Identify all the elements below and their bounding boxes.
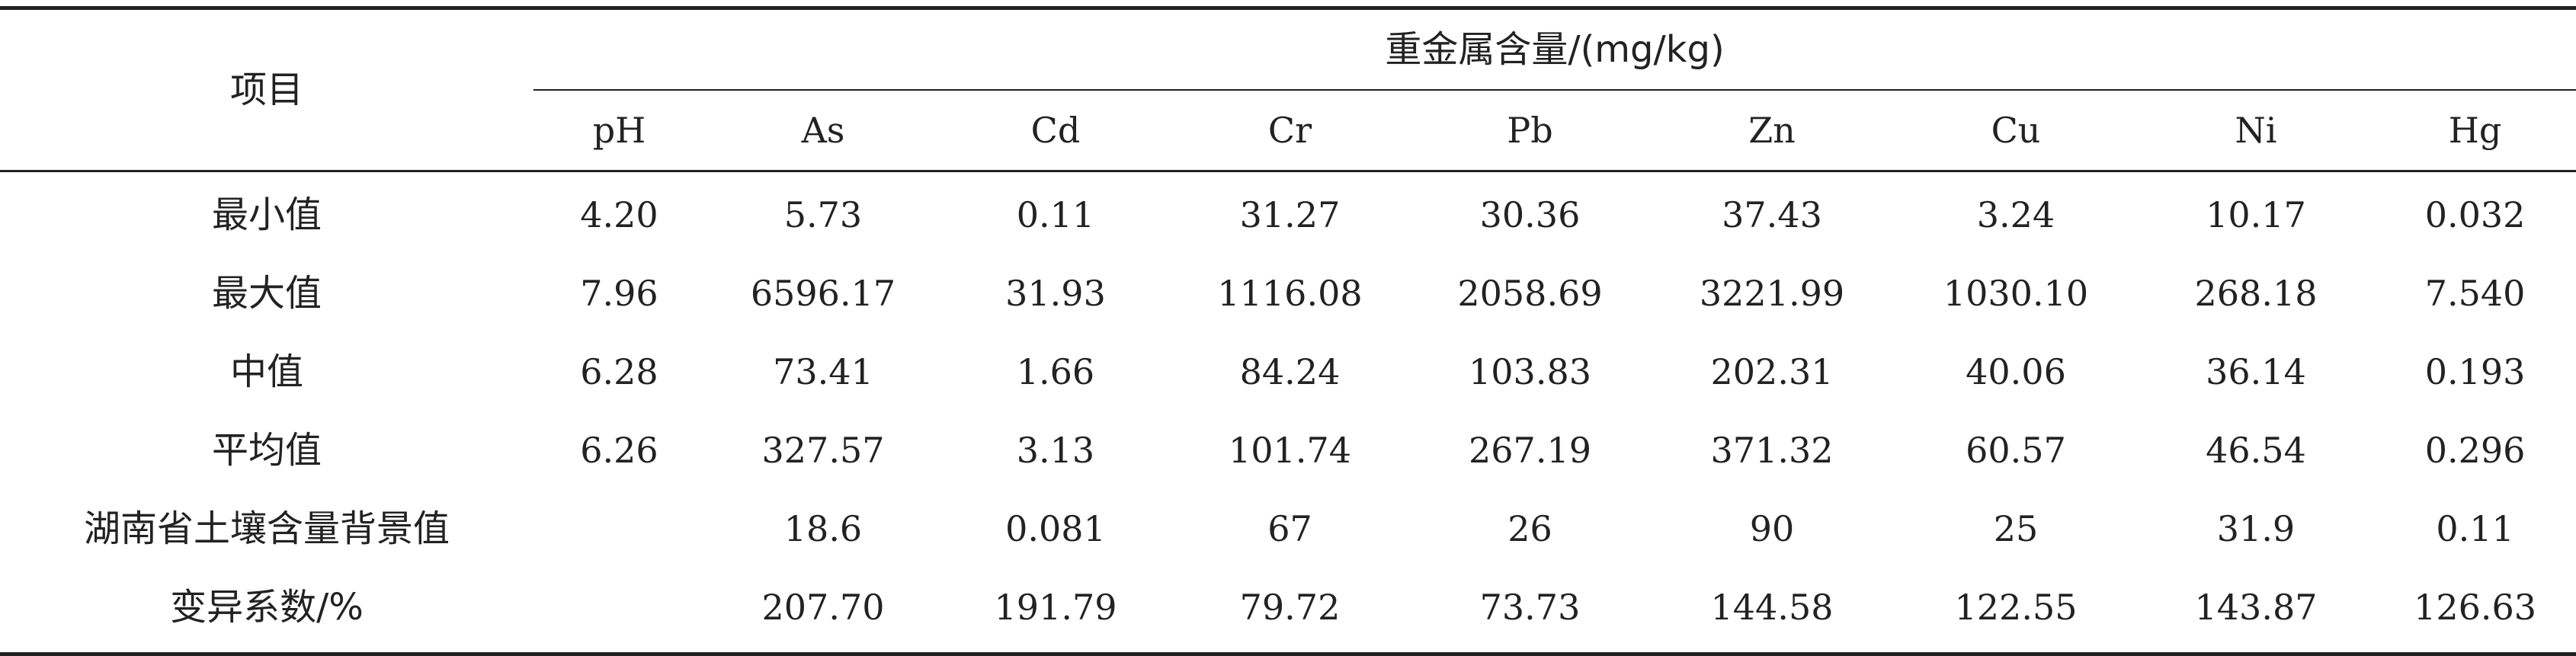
table-cell: 101.74 xyxy=(1229,429,1351,471)
row-label: 平均值 xyxy=(211,428,322,472)
table-cell: 0.11 xyxy=(1016,194,1095,235)
heavy-metal-table: 项目 重金属含量/(mg/kg) pH As Cd Cr Pb Zn Cu Ni… xyxy=(0,6,2576,656)
table-cell: 6.26 xyxy=(580,429,658,471)
table-cell: 103.83 xyxy=(1469,350,1591,392)
table-cell: 207.70 xyxy=(705,568,941,656)
table-cell: 36.14 xyxy=(2206,350,2306,392)
table-cell: 25 xyxy=(1993,507,2039,549)
table-cell: 6.28 xyxy=(580,350,658,392)
column-header-pb: Pb xyxy=(1410,90,1650,172)
table-row: 中值 6.28 73.41 1.66 84.24 103.83 202.31 40.06 36.… xyxy=(0,332,2576,411)
row-label: 最大值 xyxy=(211,271,322,315)
table-cell: 202.31 xyxy=(1710,350,1834,392)
table-cell: 7.96 xyxy=(580,272,658,314)
table-cell: 73.73 xyxy=(1410,568,1650,656)
table-cell: 6596.17 xyxy=(750,272,896,314)
table-cell: 10.17 xyxy=(2206,194,2306,235)
table-cell: 60.57 xyxy=(1966,429,2066,471)
table-cell: 4.20 xyxy=(580,194,658,235)
item-header: 项目 xyxy=(0,6,533,172)
table-row: 最小值 4.20 5.73 0.11 31.27 30.36 37.43 3.24 10.17 0… xyxy=(0,171,2576,254)
table-cell: 30.36 xyxy=(1479,194,1581,235)
table-cell xyxy=(533,489,705,568)
table-cell: 46.54 xyxy=(2206,429,2306,471)
table-cell: 268.18 xyxy=(2194,272,2318,314)
table-cell: 3.24 xyxy=(1976,194,2055,235)
column-header-hg: Hg xyxy=(2374,90,2576,172)
table-cell: 2058.69 xyxy=(1457,272,1603,314)
table-cell: 327.57 xyxy=(761,429,885,471)
table-cell: 31.27 xyxy=(1239,194,1341,235)
table-cell: 31.9 xyxy=(2216,507,2296,549)
table-cell: 18.6 xyxy=(783,507,863,549)
column-header-cu: Cu xyxy=(1894,90,2138,172)
table-cell: 0.193 xyxy=(2424,350,2526,392)
row-label: 最小值 xyxy=(211,193,322,236)
table-cell: 73.41 xyxy=(773,350,873,392)
row-label: 湖南省土壤含量背景值 xyxy=(83,507,450,550)
table-row: 最大值 7.96 6596.17 31.93 1116.08 2058.69 3221.99… xyxy=(0,254,2576,332)
table-cell: 31.93 xyxy=(1005,272,1106,314)
row-label: 中值 xyxy=(229,350,303,393)
column-header-ni: Ni xyxy=(2138,90,2374,172)
table-cell: 7.540 xyxy=(2424,272,2526,314)
table-cell xyxy=(533,568,705,656)
column-header-as: As xyxy=(705,90,941,172)
column-header-cr: Cr xyxy=(1170,90,1410,172)
column-header-cd: Cd xyxy=(941,90,1170,172)
table-cell: 0.081 xyxy=(1005,507,1106,549)
table-cell: 1.66 xyxy=(1016,350,1095,392)
table-cell: 3221.99 xyxy=(1699,272,1845,314)
table-cell: 126.63 xyxy=(2374,568,2576,656)
table-cell: 90 xyxy=(1749,507,1795,549)
row-label: 变异系数/% xyxy=(0,568,533,656)
table-cell: 144.58 xyxy=(1650,568,1894,656)
table-cell: 0.11 xyxy=(2436,507,2514,549)
table-cell: 191.79 xyxy=(941,568,1170,656)
table-cell: 1116.08 xyxy=(1217,272,1363,314)
table-cell: 40.06 xyxy=(1966,350,2066,392)
column-header-zn: Zn xyxy=(1650,90,1894,172)
table-cell: 3.13 xyxy=(1016,429,1095,471)
group-header: 重金属含量/(mg/kg) xyxy=(533,6,2576,91)
table-cell: 0.032 xyxy=(2424,194,2526,235)
table-cell: 122.55 xyxy=(1894,568,2138,656)
table-row: 平均值 6.26 327.57 3.13 101.74 267.19 371.32 60.57… xyxy=(0,411,2576,489)
table-cell: 0.296 xyxy=(2424,429,2526,471)
table-cell: 79.72 xyxy=(1170,568,1410,656)
table-row: 变异系数/% 207.70 191.79 79.72 73.73 144.58 122.55… xyxy=(0,568,2576,656)
table-cell: 84.24 xyxy=(1239,350,1341,392)
table-body: 最小值 4.20 5.73 0.11 31.27 30.36 37.43 3.24 10.17 0… xyxy=(0,171,2576,656)
table-cell: 1030.10 xyxy=(1943,272,2089,314)
table-cell: 143.87 xyxy=(2138,568,2374,656)
table-cell: 26 xyxy=(1507,507,1552,549)
table-cell: 67 xyxy=(1267,507,1312,549)
column-header-ph: pH xyxy=(533,90,705,172)
table-row: 湖南省土壤含量背景值 18.6 0.081 67 26 90 25 31.9 0.11 xyxy=(0,489,2576,568)
table-cell: 371.32 xyxy=(1710,429,1834,471)
table-cell: 5.73 xyxy=(783,194,863,235)
table-cell: 267.19 xyxy=(1469,429,1591,471)
table-cell: 37.43 xyxy=(1722,194,1822,235)
